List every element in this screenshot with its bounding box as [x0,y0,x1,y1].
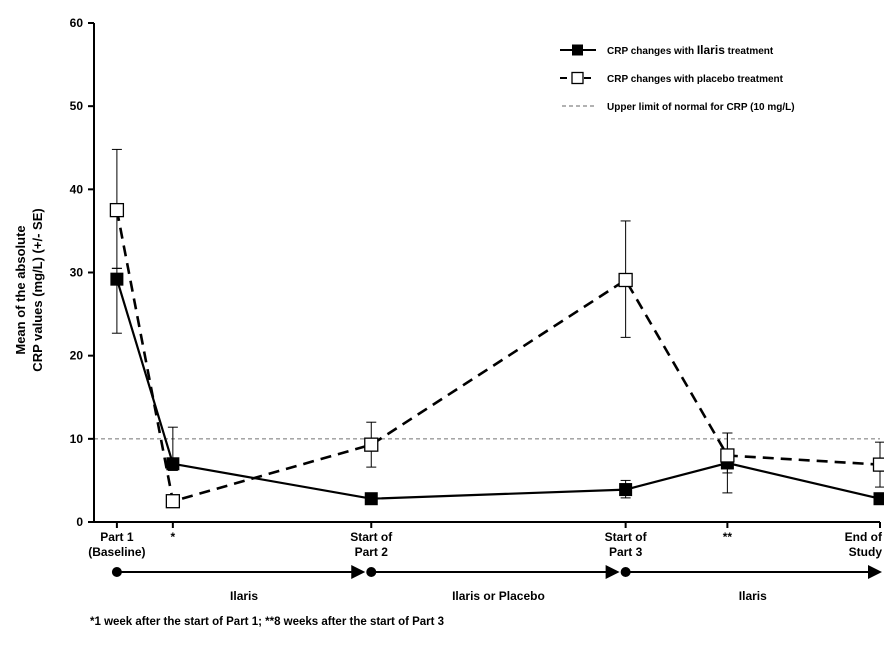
y-axis-label-line-1: Mean of the absolute [13,225,28,354]
x-tick-label: Part 3 [609,545,643,559]
data-point-placebo [618,272,633,288]
series-group [109,148,884,509]
data-point-placebo [720,448,735,463]
x-tick-label: Start of [350,530,393,544]
y-tick-label: 50 [70,99,84,113]
data-point-placebo [165,494,181,509]
series-line-ilaris [115,278,881,500]
legend-swatch-ilaris-marker [572,44,583,56]
x-tick-label: * [171,530,176,544]
phase-label: Ilaris or Placebo [452,589,545,603]
legend-label-placebo: CRP changes with placebo treatment [607,74,784,85]
legend: CRP changes with Ilaris treatment CRP ch… [560,43,795,113]
timeline-arrowhead [868,565,882,579]
y-axis-label: Mean of the absolute CRP values (mg/L) (… [13,208,45,371]
data-point-ilaris [619,483,633,497]
x-tick-label: (Baseline) [88,545,145,559]
y-tick-label: 20 [70,349,84,363]
data-point-ilaris [110,272,124,286]
data-point-ilaris [873,492,884,506]
phase-timeline: Ilaris Ilaris or Placebo Ilaris [111,565,882,603]
timeline-arrowhead [605,565,620,579]
legend-label-reference: Upper limit of normal for CRP (10 mg/L) [607,102,795,113]
phase-label: Ilaris [230,589,258,603]
legend-label-ilaris: CRP changes with Ilaris treatment [607,43,774,57]
x-tick-label: ** [723,530,733,544]
x-tick-label: End of [845,530,883,544]
data-point-placebo [109,202,125,218]
data-point-placebo [364,437,379,452]
data-point-ilaris [166,457,180,471]
series-line-placebo [115,209,881,503]
legend-swatch-placebo-marker [571,71,584,85]
y-tick-label: 30 [70,266,84,280]
y-tick-label: 0 [76,515,83,529]
x-tick-label: Study [849,545,883,559]
y-tick-label: 60 [70,16,84,30]
y-axis-label-line-2: CRP values (mg/L) (+/- SE) [30,208,45,371]
x-tick-label: Part 2 [355,545,389,559]
data-point-placebo [872,457,884,472]
data-point-ilaris [364,492,378,506]
y-tick-label: 10 [70,432,84,446]
footnote: *1 week after the start of Part 1; **8 w… [90,616,445,628]
y-tick-label: 40 [70,182,84,196]
phase-label: Ilaris [739,589,767,603]
timeline-arrowhead [351,565,366,579]
x-tick-label: Start of [605,530,648,544]
x-tick-label: Part 1 [100,530,134,544]
